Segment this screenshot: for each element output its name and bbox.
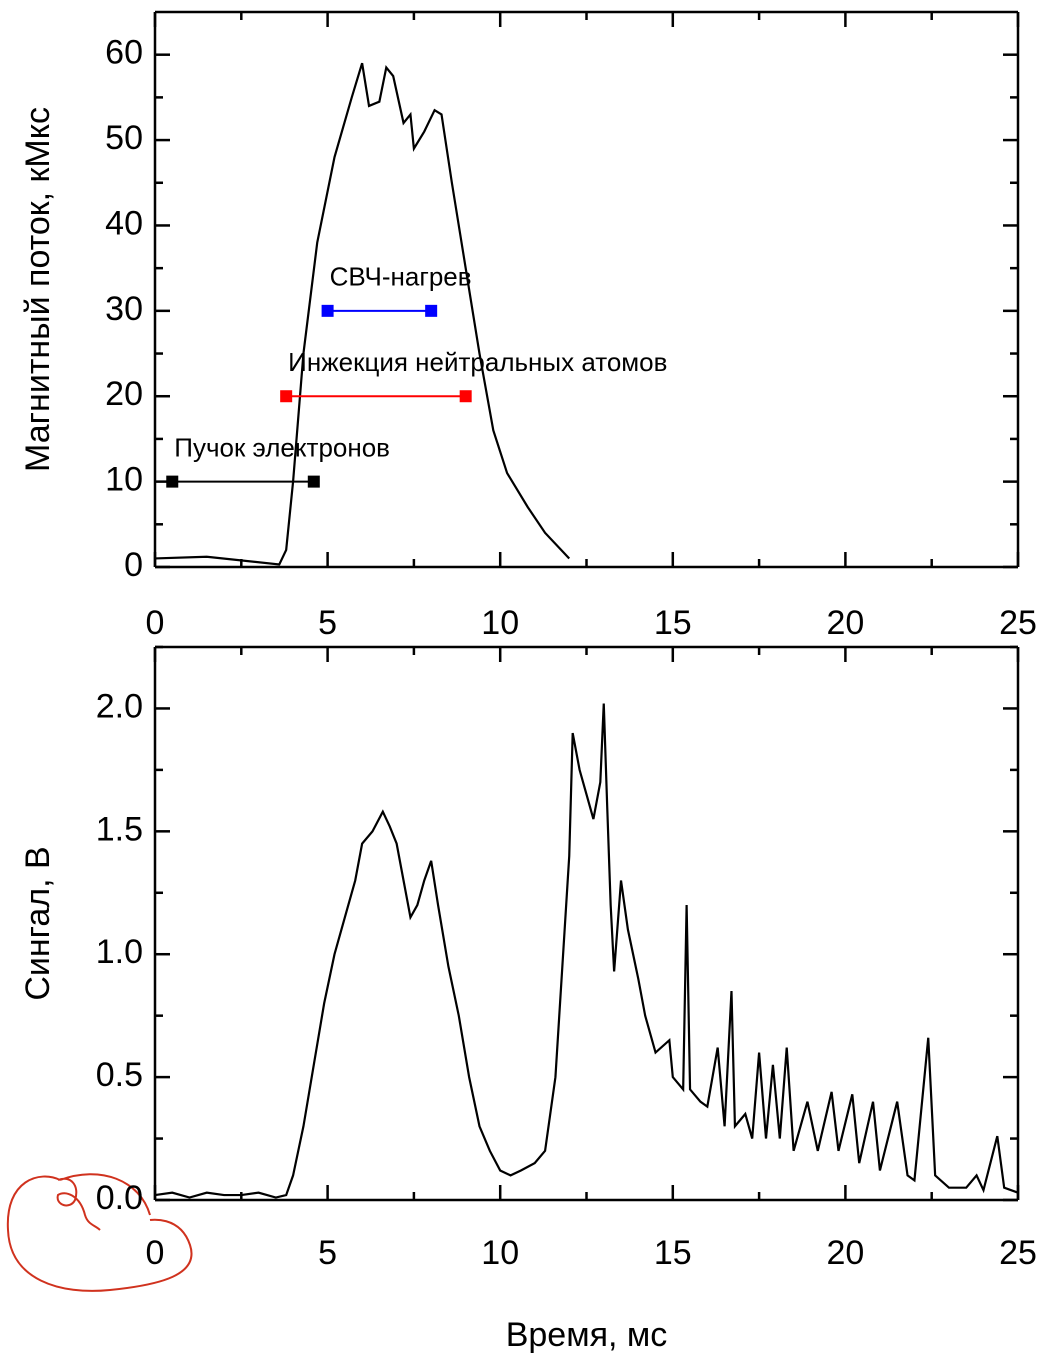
x-tick-label: 15 — [654, 1234, 692, 1272]
y-axis-title: Магнитный поток, кМкс — [19, 107, 57, 472]
y-tick-label: 10 — [105, 461, 143, 499]
x-tick-label: 5 — [318, 1234, 337, 1272]
y-tick-label: 1.0 — [96, 933, 143, 971]
marker — [166, 475, 179, 488]
marker — [459, 390, 472, 403]
y-tick-label: 1.5 — [96, 810, 143, 848]
x-tick-label: 10 — [481, 604, 519, 642]
y-tick-label: 0.5 — [96, 1056, 143, 1094]
data-line — [154, 703, 1019, 1199]
x-tick-label: 20 — [826, 604, 864, 642]
y-axis-title: Сингал, В — [19, 846, 57, 1000]
x-axis-title: Время, мс — [506, 1316, 668, 1354]
y-tick-label: 2.0 — [96, 687, 143, 725]
marker — [280, 390, 293, 403]
annotation: Инжекция нейтральных атомов — [288, 347, 667, 377]
x-tick-label: 0 — [146, 1234, 165, 1272]
y-tick-label: 20 — [105, 375, 143, 413]
x-tick-label: 0 — [146, 604, 165, 642]
x-tick-label: 5 — [318, 604, 337, 642]
y-tick-label: 40 — [105, 204, 143, 242]
y-tick-label: 0.0 — [96, 1179, 143, 1217]
annotation: Пучок электронов — [174, 432, 390, 462]
marker — [321, 304, 334, 317]
x-tick-label: 25 — [999, 604, 1037, 642]
x-tick-label: 15 — [654, 604, 692, 642]
annotation: СВЧ-нагрев — [330, 262, 472, 292]
y-tick-label: 30 — [105, 290, 143, 328]
y-tick-label: 0 — [124, 546, 143, 584]
y-tick-label: 50 — [105, 119, 143, 157]
x-tick-label: 20 — [826, 1234, 864, 1272]
x-tick-label: 10 — [481, 1234, 519, 1272]
scribble — [6, 1173, 193, 1292]
x-tick-label: 25 — [999, 1234, 1037, 1272]
y-tick-label: 60 — [105, 34, 143, 72]
data-line — [154, 62, 571, 566]
marker — [425, 304, 438, 317]
marker — [307, 475, 320, 488]
